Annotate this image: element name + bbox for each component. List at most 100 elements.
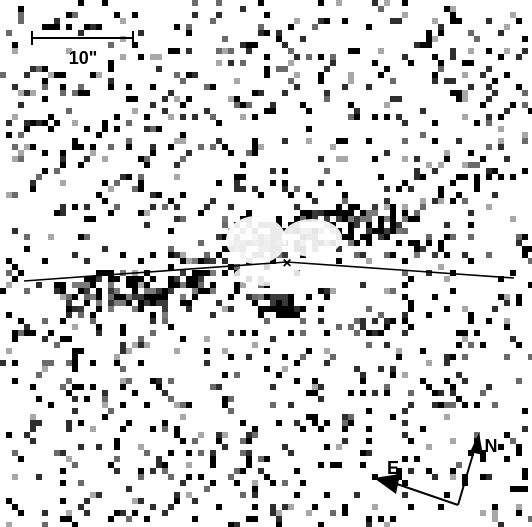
noise-pixel xyxy=(420,426,426,432)
noise-pixel xyxy=(30,186,36,192)
noise-pixel xyxy=(360,462,366,468)
noise-pixel xyxy=(438,402,444,408)
emission-pixel xyxy=(396,228,402,234)
noise-pixel xyxy=(18,6,24,12)
noise-pixel xyxy=(270,384,276,390)
noise-pixel xyxy=(138,30,144,36)
noise-pixel xyxy=(180,78,186,84)
noise-pixel xyxy=(174,174,180,180)
emission-pixel xyxy=(174,276,180,282)
noise-pixel xyxy=(72,522,78,527)
noise-pixel xyxy=(150,192,156,198)
noise-pixel xyxy=(342,510,348,516)
noise-pixel xyxy=(54,168,60,174)
noise-pixel xyxy=(204,348,210,354)
noise-pixel xyxy=(516,18,522,24)
noise-pixel xyxy=(18,102,24,108)
noise-pixel xyxy=(132,96,138,102)
noise-pixel xyxy=(372,156,378,162)
noise-pixel xyxy=(306,414,312,420)
noise-pixel xyxy=(258,144,264,150)
noise-pixel xyxy=(384,318,390,324)
noise-pixel xyxy=(108,144,114,150)
noise-pixel xyxy=(234,186,240,192)
noise-pixel xyxy=(408,438,414,444)
noise-pixel xyxy=(348,390,354,396)
noise-pixel xyxy=(270,102,276,108)
noise-pixel xyxy=(162,510,168,516)
noise-pixel xyxy=(78,444,84,450)
noise-pixel xyxy=(120,342,126,348)
noise-pixel xyxy=(444,414,450,420)
noise-pixel xyxy=(450,438,456,444)
noise-pixel xyxy=(138,258,144,264)
noise-pixel xyxy=(288,402,294,408)
noise-pixel xyxy=(384,342,390,348)
noise-pixel xyxy=(522,48,528,54)
noise-pixel xyxy=(246,516,252,522)
noise-pixel xyxy=(174,402,180,408)
noise-pixel xyxy=(354,252,360,258)
emission-pixel xyxy=(78,306,84,312)
noise-pixel xyxy=(402,456,408,462)
noise-pixel xyxy=(42,78,48,84)
noise-pixel xyxy=(390,372,396,378)
noise-pixel xyxy=(24,288,30,294)
noise-pixel xyxy=(324,18,330,24)
noise-pixel xyxy=(300,354,306,360)
noise-pixel xyxy=(144,516,150,522)
noise-pixel xyxy=(306,510,312,516)
noise-pixel xyxy=(450,234,456,240)
noise-pixel xyxy=(30,144,36,150)
noise-pixel xyxy=(120,324,126,330)
noise-pixel xyxy=(486,96,492,102)
emission-pixel xyxy=(138,276,144,282)
noise-pixel xyxy=(336,246,342,252)
emission-pixel xyxy=(270,306,276,312)
noise-pixel xyxy=(516,54,522,60)
noise-pixel xyxy=(234,96,240,102)
noise-pixel xyxy=(210,114,216,120)
noise-pixel xyxy=(204,360,210,366)
noise-pixel xyxy=(516,510,522,516)
noise-pixel xyxy=(252,294,258,300)
noise-pixel xyxy=(342,426,348,432)
noise-pixel xyxy=(42,510,48,516)
noise-pixel xyxy=(240,60,246,66)
noise-pixel xyxy=(396,114,402,120)
noise-pixel xyxy=(108,78,114,84)
noise-pixel xyxy=(330,510,336,516)
noise-pixel xyxy=(216,432,222,438)
noise-pixel xyxy=(162,468,168,474)
noise-pixel xyxy=(486,252,492,258)
noise-pixel xyxy=(0,360,6,366)
emission-pixel xyxy=(390,210,396,216)
noise-pixel xyxy=(324,90,330,96)
noise-pixel xyxy=(180,402,186,408)
noise-pixel xyxy=(42,522,48,527)
emission-pixel xyxy=(198,288,204,294)
noise-pixel xyxy=(462,378,468,384)
noise-pixel xyxy=(60,516,66,522)
noise-pixel xyxy=(252,516,258,522)
noise-pixel xyxy=(18,330,24,336)
noise-pixel xyxy=(36,396,42,402)
emission-pixel xyxy=(378,216,384,222)
noise-pixel xyxy=(222,402,228,408)
noise-pixel xyxy=(210,198,216,204)
emission-pixel xyxy=(204,288,210,294)
noise-pixel xyxy=(468,84,474,90)
noise-pixel xyxy=(492,510,498,516)
noise-pixel xyxy=(498,444,504,450)
emission-pixel xyxy=(270,258,276,264)
noise-pixel xyxy=(90,318,96,324)
noise-pixel xyxy=(162,390,168,396)
noise-pixel xyxy=(66,390,72,396)
noise-pixel xyxy=(180,192,186,198)
noise-pixel xyxy=(264,348,270,354)
emission-pixel xyxy=(210,282,216,288)
compass-east-label: E xyxy=(387,458,399,478)
noise-pixel xyxy=(150,504,156,510)
